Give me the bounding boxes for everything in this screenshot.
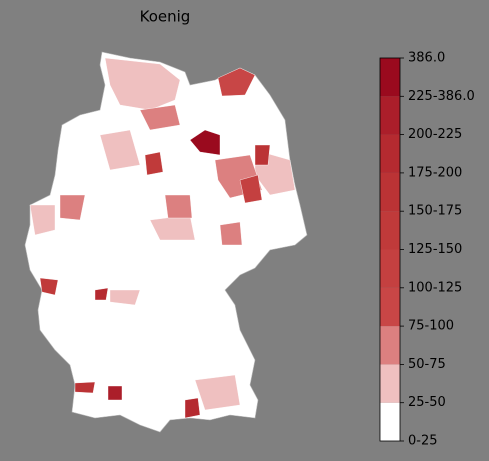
colorbar-label: 386.0 <box>408 51 445 66</box>
region <box>109 289 141 306</box>
region <box>74 381 96 394</box>
region <box>189 129 221 156</box>
colorbar-label: 225-386.0 <box>408 89 475 104</box>
region <box>219 221 243 246</box>
region <box>139 104 181 131</box>
country-outline <box>24 51 308 433</box>
region <box>144 151 164 176</box>
region <box>94 287 109 301</box>
colorbar-bin <box>380 172 400 212</box>
colorbar-label: 75-100 <box>408 319 454 334</box>
region <box>239 174 263 204</box>
region <box>164 194 193 219</box>
colorbar-bin <box>380 211 400 250</box>
colorbar-label: 125-150 <box>408 242 462 257</box>
colorbar: 0-25 25-50 50-75 75-100 100-125 125-150 150-17… <box>379 51 475 449</box>
germany-map <box>24 51 308 433</box>
region <box>104 57 181 111</box>
colorbar-bin <box>380 134 400 173</box>
colorbar-bin <box>380 96 400 135</box>
colorbar-label: 150-175 <box>408 204 462 219</box>
colorbar-bin <box>380 249 400 288</box>
colorbar-label: 50-75 <box>408 357 446 372</box>
map-title: Koenig <box>140 8 191 26</box>
colorbar-label: 0-25 <box>408 434 438 449</box>
region <box>254 144 271 166</box>
colorbar-bin <box>380 364 400 403</box>
region <box>194 374 241 411</box>
region <box>59 194 86 221</box>
colorbar-bin <box>380 287 400 327</box>
region <box>39 277 59 296</box>
colorbar-label: 175-200 <box>408 165 462 180</box>
region <box>99 129 141 171</box>
colorbar-label: 200-225 <box>408 127 462 142</box>
region <box>29 204 56 236</box>
colorbar-label: 25-50 <box>408 395 446 410</box>
colorbar-label: 100-125 <box>408 280 462 295</box>
region <box>184 397 201 419</box>
colorbar-bin <box>380 402 400 441</box>
colorbar-bin <box>380 326 400 365</box>
region <box>217 67 256 97</box>
region <box>107 385 123 401</box>
colorbar-bin <box>380 58 400 97</box>
